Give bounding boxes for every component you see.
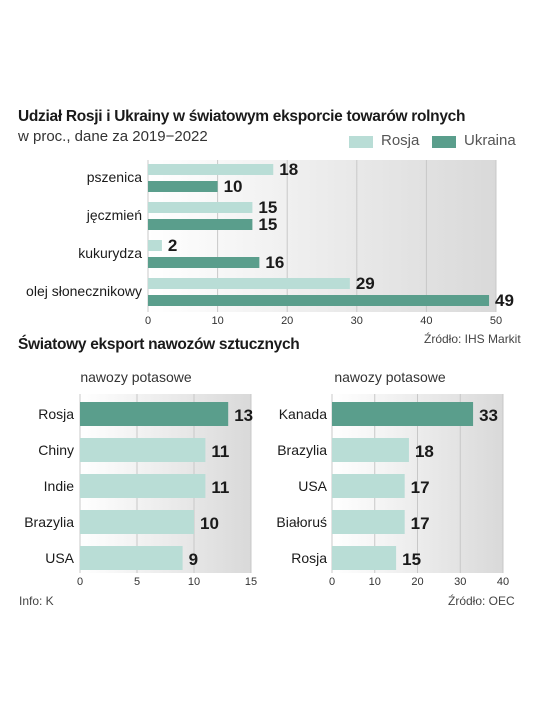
source-label-bottom: Źródło: OEC	[448, 594, 515, 608]
value-label: 11	[211, 442, 229, 461]
category-label-rosja: Rosja	[38, 406, 74, 422]
bar-rosja-jęczmień	[148, 202, 253, 213]
bar-ukraina-olej-słonecznikowy	[148, 295, 490, 306]
chart-subtitle-1: nawozy potasowe	[80, 369, 192, 385]
info-label: Info: K	[19, 594, 54, 608]
legend-label-rosja: Rosja	[381, 132, 420, 149]
bar-usa	[332, 474, 405, 498]
bar-brazylia	[80, 510, 194, 534]
x-tick-label: 10	[188, 576, 200, 588]
category-label-jęczmień: jęczmień	[86, 207, 142, 223]
value-label: 10	[224, 177, 243, 196]
legend-swatch-rosja	[349, 136, 373, 148]
value-label: 17	[411, 514, 430, 533]
bar-ukraina-pszenica	[148, 181, 218, 192]
chart-subtitle-2: nawozy potasowe	[334, 369, 446, 385]
chart-title: Udział Rosji i Ukrainy w światowym ekspo…	[18, 108, 466, 125]
bar-chiny	[80, 438, 206, 462]
x-tick-label: 0	[145, 315, 151, 327]
category-label-brazylia: Brazylia	[24, 514, 74, 530]
x-tick-label: 10	[211, 315, 223, 327]
category-label-kukurydza: kukurydza	[78, 245, 142, 261]
bar-kanada	[332, 402, 474, 426]
value-label: 11	[211, 478, 229, 497]
bar-ukraina-jęczmień	[148, 219, 253, 230]
category-label-brazylia: Brazylia	[277, 442, 327, 458]
x-tick-label: 5	[134, 576, 140, 588]
value-label: 2	[168, 236, 177, 255]
category-label-indie: Indie	[44, 478, 75, 494]
bar-brazylia	[332, 438, 409, 462]
x-tick-label: 40	[420, 315, 432, 327]
chart-subtitle: w proc., dane za 2019−2022	[18, 128, 208, 145]
value-label: 29	[356, 274, 375, 293]
value-label: 33	[479, 406, 498, 425]
category-label-usa: USA	[45, 550, 74, 566]
category-label-pszenica: pszenica	[87, 169, 142, 185]
x-tick-label: 30	[454, 576, 466, 588]
bar-rosja-pszenica	[148, 164, 274, 175]
x-tick-label: 40	[497, 576, 509, 588]
category-label-rosja: Rosja	[291, 550, 327, 566]
x-tick-label: 10	[369, 576, 381, 588]
bar-rosja	[332, 546, 397, 570]
category-label-kanada: Kanada	[279, 406, 327, 422]
value-label: 18	[279, 160, 298, 179]
bar-rosja-kukurydza	[148, 240, 162, 251]
category-label-usa: USA	[298, 478, 327, 494]
value-label: 16	[265, 253, 284, 272]
value-label: 15	[258, 198, 277, 217]
value-label: 10	[200, 514, 219, 533]
category-label-białoruś: Białoruś	[276, 514, 327, 530]
bar-ukraina-kukurydza	[148, 257, 260, 268]
legend-label-ukraina: Ukraina	[464, 132, 516, 149]
x-tick-label: 50	[490, 315, 502, 327]
bar-rosja-olej-słonecznikowy	[148, 278, 350, 289]
category-label-chiny: Chiny	[38, 442, 74, 458]
bar-usa	[80, 546, 183, 570]
value-label: 13	[234, 406, 253, 425]
category-label-olej-słonecznikowy: olej słonecznikowy	[26, 283, 142, 299]
x-tick-label: 15	[245, 576, 257, 588]
x-tick-label: 0	[329, 576, 335, 588]
x-tick-label: 30	[351, 315, 363, 327]
section-title: Światowy eksport nawozów sztucznych	[18, 336, 300, 353]
x-tick-label: 0	[77, 576, 83, 588]
value-label: 15	[258, 215, 277, 234]
value-label: 18	[415, 442, 434, 461]
value-label: 49	[495, 291, 514, 310]
legend-swatch-ukraina	[432, 136, 456, 148]
x-tick-label: 20	[281, 315, 293, 327]
bar-białoruś	[332, 510, 405, 534]
value-label: 15	[402, 550, 421, 569]
bar-indie	[80, 474, 206, 498]
value-label: 17	[411, 478, 430, 497]
bar-rosja	[80, 402, 229, 426]
source-label-top: Źródło: IHS Markit	[424, 332, 521, 346]
x-tick-label: 20	[411, 576, 423, 588]
value-label: 9	[189, 550, 198, 569]
